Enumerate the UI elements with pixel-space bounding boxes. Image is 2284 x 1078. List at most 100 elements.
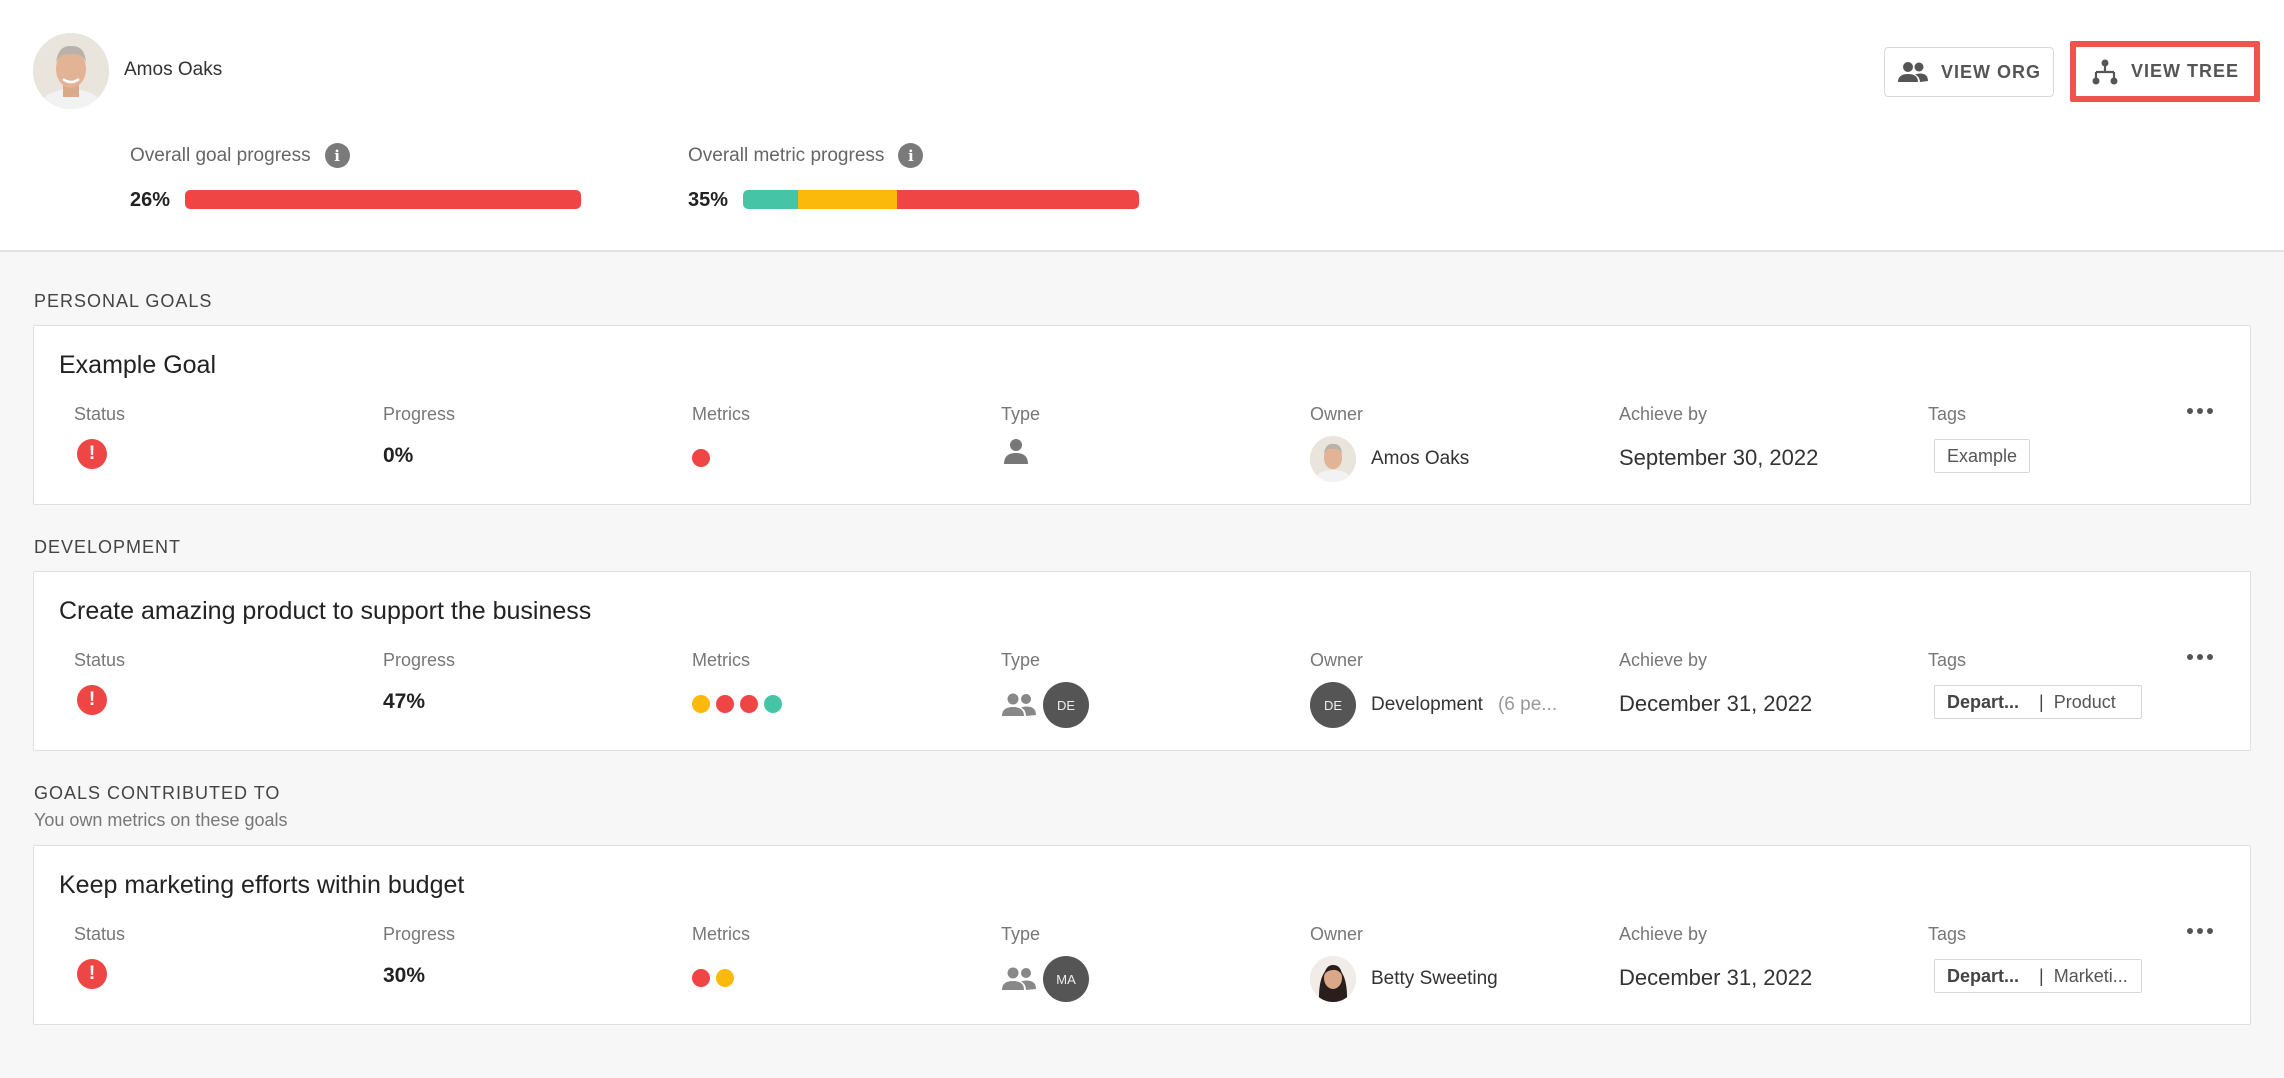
goal-progress-label: Overall goal progress i (130, 143, 350, 168)
tag-value: Product (2053, 691, 2116, 712)
section-title-development: DEVELOPMENT (34, 537, 182, 557)
metrics-dots[interactable] (692, 695, 782, 713)
tags-value[interactable]: Example (1934, 439, 2031, 473)
metric-status-dot (716, 695, 734, 713)
tags-value[interactable]: Depart... | Product (1934, 685, 2142, 719)
tag-value: Marketi... (2053, 965, 2128, 986)
status-value: ! (77, 439, 107, 469)
status-label: Status (74, 404, 126, 424)
info-icon[interactable]: i (898, 143, 924, 168)
achieve-by-label: Achieve by (1619, 924, 1708, 944)
achieve-by-value: September 30, 2022 (1619, 445, 1819, 470)
metric-progress-label: Overall metric progress i (688, 143, 924, 168)
tag-separator: | (2039, 691, 2044, 712)
owner-label: Owner (1310, 924, 1364, 944)
tag[interactable]: Example (1934, 439, 2031, 473)
progress-value: 0% (383, 444, 414, 467)
owner-name: Development (1371, 694, 1483, 715)
view-tree-button[interactable]: VIEW TREE (2070, 41, 2260, 102)
tag-category: Depart... (1947, 691, 2020, 712)
status-value: ! (77, 685, 107, 715)
owner-value[interactable]: Amos Oaks (1310, 436, 1469, 482)
tag-label: Example (1947, 445, 2018, 466)
tag[interactable]: Depart... | Marketi... (1934, 959, 2142, 993)
section-title-goals-contributed: GOALS CONTRIBUTED TO (34, 783, 281, 803)
header: Amos Oaks VIEW ORG VIEW TREE Overall goa… (0, 0, 2284, 252)
type-label: Type (1001, 650, 1041, 670)
goal-title[interactable]: Example Goal (59, 351, 217, 379)
goal-card[interactable]: Keep marketing efforts within budget Sta… (33, 845, 2251, 1025)
alert-icon: ! (77, 959, 107, 989)
progress-bar-segment (897, 190, 1139, 209)
metric-status-dot (716, 969, 734, 987)
metrics-label: Metrics (692, 924, 750, 944)
view-org-label: VIEW ORG (1940, 61, 2041, 82)
tag-category: Depart... (1947, 965, 2020, 986)
metric-progress-percent: 35% (688, 189, 729, 211)
progress-label: Progress (383, 404, 456, 424)
achieve-by-value: December 31, 2022 (1619, 965, 1813, 990)
team-badge: MA (1043, 956, 1089, 1002)
owner-avatar (1310, 956, 1356, 1002)
owner-avatar (1310, 436, 1356, 482)
more-options-icon[interactable] (2187, 928, 2213, 934)
goal-title[interactable]: Keep marketing efforts within budget (59, 871, 465, 899)
goal-progress-bar (185, 190, 581, 209)
tags-label: Tags (1928, 924, 1967, 944)
owner-label: Owner (1310, 404, 1364, 424)
metric-status-dot (692, 695, 710, 713)
metric-status-dot (764, 695, 782, 713)
metrics-dots[interactable] (692, 969, 734, 987)
tag[interactable]: Depart... | Product (1934, 685, 2142, 719)
owner-label: Owner (1310, 650, 1364, 670)
metrics-label: Metrics (692, 404, 750, 424)
section-subtitle: You own metrics on these goals (34, 810, 288, 830)
goal-title[interactable]: Create amazing product to support the bu… (59, 597, 592, 625)
people-icon (1897, 62, 1928, 82)
status-label: Status (74, 650, 126, 670)
hierarchy-icon (2092, 59, 2118, 84)
type-value (1001, 436, 1031, 466)
user-name: Amos Oaks (124, 59, 223, 80)
tags-value[interactable]: Depart... | Marketi... (1934, 959, 2142, 993)
owner-value[interactable]: Betty Sweeting (1310, 956, 1498, 1002)
metric-status-dot (692, 449, 710, 467)
progress-value: 30% (383, 964, 426, 987)
view-org-button[interactable]: VIEW ORG (1884, 47, 2054, 97)
status-label: Status (74, 924, 126, 944)
owner-name: Betty Sweeting (1371, 968, 1498, 989)
tags-label: Tags (1928, 404, 1967, 424)
team-badge: DE (1043, 682, 1089, 728)
person-icon (1004, 439, 1028, 464)
user-avatar (33, 33, 109, 109)
group-icon (1002, 693, 1036, 716)
tags-label: Tags (1928, 650, 1967, 670)
metric-progress-bar (743, 190, 1139, 209)
metric-status-dot (692, 969, 710, 987)
progress-bar-segment (798, 190, 898, 209)
info-icon[interactable]: i (324, 143, 350, 168)
progress-label: Progress (383, 650, 456, 670)
owner-name: Amos Oaks (1371, 448, 1470, 469)
goal-progress-percent: 26% (130, 189, 171, 211)
metrics-dots[interactable] (692, 449, 710, 467)
goal-card[interactable]: Create amazing product to support the bu… (33, 571, 2251, 751)
section-title-personal-goals: PERSONAL GOALS (34, 291, 213, 311)
group-icon (1002, 967, 1036, 990)
view-tree-label: VIEW TREE (2130, 61, 2239, 81)
achieve-by-label: Achieve by (1619, 650, 1708, 670)
alert-icon: ! (77, 685, 107, 715)
progress-label: Progress (383, 924, 456, 944)
more-options-icon[interactable] (2187, 654, 2213, 660)
goal-card[interactable]: Example Goal Status ! Progress 0% Metric… (33, 325, 2251, 505)
progress-value: 47% (383, 690, 426, 713)
achieve-by-label: Achieve by (1619, 404, 1708, 424)
progress-bar-segment (743, 190, 799, 209)
owner-avatar: DE (1310, 682, 1356, 728)
achieve-by-value: December 31, 2022 (1619, 691, 1813, 716)
owner-value[interactable]: DE Development (6 pe... (1310, 682, 1557, 728)
owner-extra: (6 pe... (1497, 694, 1558, 715)
type-value: DE (1001, 682, 1089, 728)
more-options-icon[interactable] (2187, 408, 2213, 414)
metric-status-dot (740, 695, 758, 713)
